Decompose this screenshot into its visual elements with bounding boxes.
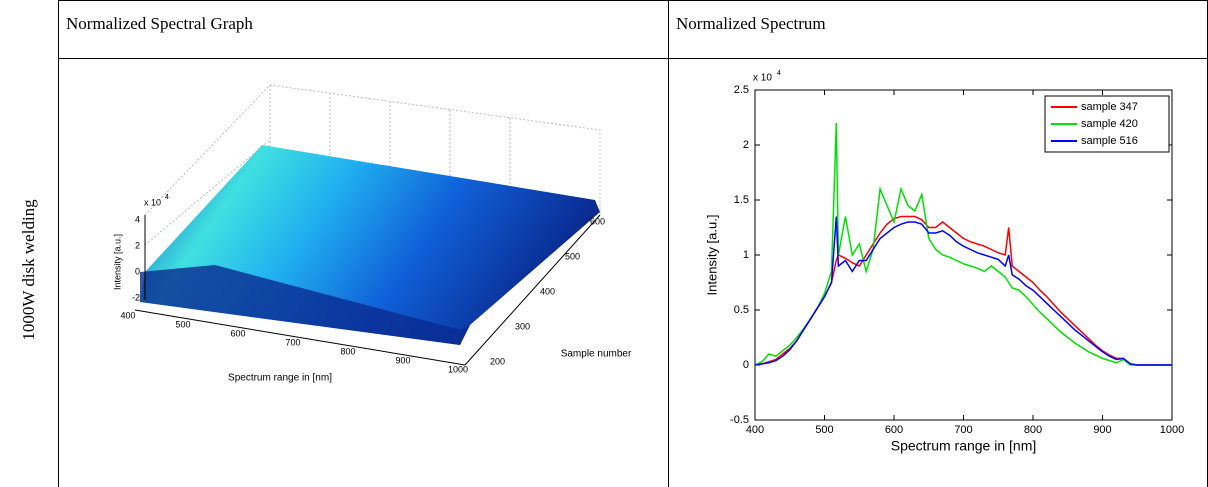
y-tick-label: 1.5 [734, 194, 749, 206]
axes-3d [134, 214, 601, 366]
x-tick-label: 600 [885, 424, 903, 436]
z-exponent: 4 [165, 194, 169, 201]
y-tick-label: 0 [743, 359, 749, 371]
x-tick-label: 1000 [1160, 424, 1184, 436]
x-tick-label: 800 [1024, 424, 1042, 436]
row-label: 1000W disk welding [19, 199, 38, 341]
surface-figure: 400 500 600 700 800 900 1000 200 300 400 500 600 4 2 0… [112, 84, 632, 384]
x-tick-label: 700 [285, 337, 300, 347]
y-tick-label: 2 [743, 139, 749, 151]
x-tick-label: 700 [954, 424, 972, 436]
x-tick-label: 900 [395, 355, 410, 365]
y-tick-label: 500 [565, 251, 580, 261]
series-line [754, 216, 1172, 366]
x-axis-label: Spectrum range in [nm] [891, 438, 1037, 454]
x-tick-label: 400 [746, 424, 764, 436]
z-tick-label: 4 [135, 214, 140, 224]
y-tick-label: 1 [743, 249, 749, 261]
x-tick-label: 800 [340, 346, 355, 356]
y-tick-label: 2.5 [734, 84, 749, 96]
series-line [754, 122, 1172, 366]
y-axis-label: Sample number [561, 349, 632, 360]
z-axis-label: Intensity [a.u.] [112, 234, 122, 290]
y-tick-label: 600 [590, 216, 605, 226]
x-tick-label: 500 [175, 319, 190, 329]
z-tick-label: -2 [132, 292, 140, 302]
x-tick-label: 900 [1093, 424, 1111, 436]
legend-label: sample 420 [1081, 118, 1138, 130]
x-tick-label: 400 [120, 310, 135, 320]
y-tick-label: 0.5 [734, 304, 749, 316]
y-tick-label: -0.5 [730, 414, 749, 426]
y-tick-label: 200 [490, 356, 505, 366]
header: Normalized Spectral Graph [66, 14, 253, 33]
y-axis-label: Intensity [a.u.] [704, 215, 719, 296]
x-tick-label: 500 [815, 424, 833, 436]
legend-label: sample 516 [1081, 135, 1138, 147]
line-chart: -0.5 0 0.5 1 1.5 2 2.5 400 500 600 700 800 900 1000 x … [704, 70, 1184, 454]
x-tick-label: 1000 [448, 364, 468, 374]
y-tick-label: 400 [540, 286, 555, 296]
z-multiplier: x 10 [144, 197, 161, 207]
y-tick-label: 300 [515, 321, 530, 331]
x-axis-label: Spectrum range in [nm] [228, 373, 332, 384]
y-exponent: 4 [777, 70, 781, 77]
z-tick-label: 0 [135, 266, 140, 276]
header: Normalized Spectrum [676, 14, 826, 33]
x-tick-label: 600 [230, 328, 245, 338]
legend-label: sample 347 [1081, 101, 1138, 113]
y-multiplier: x 10 [753, 73, 772, 84]
surface-front [140, 265, 470, 345]
z-tick-label: 2 [135, 240, 140, 250]
